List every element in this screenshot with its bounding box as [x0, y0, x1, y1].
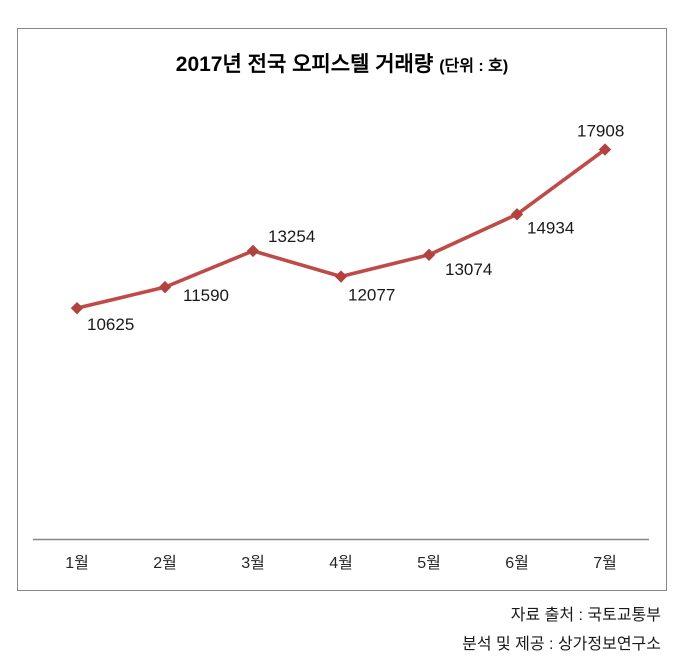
x-axis-label: 1월	[65, 554, 89, 572]
x-axis-label: 5월	[417, 554, 441, 572]
source-line-2: 분석 및 제공 : 상가정보연구소	[462, 636, 661, 653]
data-point-marker	[598, 143, 612, 156]
data-point-label: 13074	[445, 260, 492, 279]
data-point-marker	[70, 301, 84, 315]
data-point-label: 11590	[183, 286, 229, 305]
x-axis-label: 2월	[153, 554, 177, 572]
chart-border	[17, 28, 667, 591]
data-point-marker	[422, 248, 436, 262]
data-point-marker	[334, 270, 348, 283]
series-line	[75, 147, 607, 310]
data-point-marker	[510, 208, 524, 221]
x-axis-label: 4월	[329, 554, 353, 572]
data-point-label: 13254	[268, 227, 315, 246]
x-axis-label: 3월	[241, 554, 265, 572]
source-note: 자료 출처 : 국토교통부 분석 및 제공 : 상가정보연구소	[462, 601, 661, 659]
chart-title-text: 2017년 전국 오피스텔 거래량	[175, 53, 434, 76]
x-axis-label: 7월	[593, 554, 617, 572]
data-point-label: 12077	[348, 286, 395, 305]
x-axis-label: 6월	[505, 554, 529, 572]
data-point-marker	[158, 280, 172, 294]
data-point-label: 17908	[577, 122, 624, 141]
source-line-1: 자료 출처 : 국토교통부	[510, 607, 661, 624]
data-point-marker	[246, 244, 260, 258]
data-point-label: 10625	[87, 315, 134, 334]
data-point-label: 14934	[527, 218, 574, 237]
chart-title-unit: (단위 : 호)	[439, 58, 509, 75]
chart-title: 2017년 전국 오피스텔 거래량 (단위 : 호)	[17, 48, 667, 78]
